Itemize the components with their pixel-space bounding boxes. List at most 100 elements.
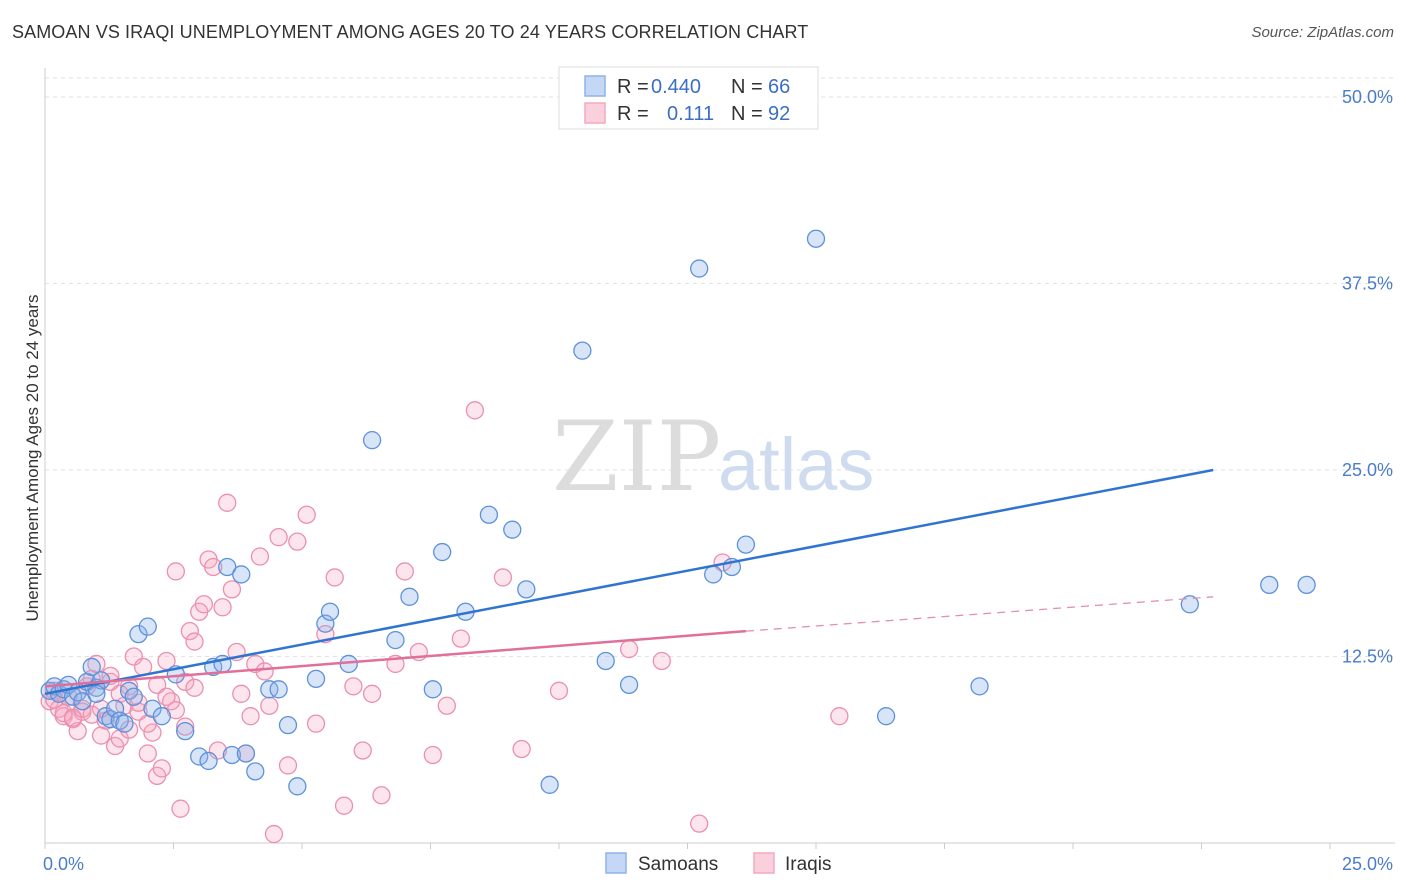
iraqi-point-49 [269,527,288,547]
samoan-point-45 [423,680,442,699]
iraqi-point-41 [232,684,251,703]
source-label: Source: ZipAtlas.com [1251,24,1394,41]
iraqi-point-39 [222,580,242,599]
iraqi-point-68 [493,568,513,587]
samoan-point-49 [503,520,522,539]
legend-r-value-1: 0.440 [651,76,701,98]
samoan-point-29 [218,557,237,577]
samoan-point-18 [124,687,143,706]
iraqi-point-29 [176,672,195,692]
samoan-point-30 [222,745,242,765]
samoan-point-55 [690,259,709,278]
iraqi-point-66 [451,629,471,648]
iraqi-point-65 [437,696,457,715]
iraqi-point-60 [372,786,391,805]
iraqi-point-67 [465,401,485,420]
iraqi-point-30 [180,621,200,641]
iraqi-point-71 [619,639,639,659]
iraqi-point-24 [152,759,171,778]
trend-lines [44,468,1214,696]
iraqi-point-90 [176,717,195,736]
iraqi-trend-extension [745,596,1214,632]
top-legend: R = 0.440 N = 66 R = 0.111 N = 92 [558,66,819,130]
samoan-point-9 [82,657,101,677]
samoan-point-39 [316,614,335,633]
iraqi-point-73 [690,814,709,833]
y-axis-label: Unemployment Among Ages 20 to 24 years [23,295,42,622]
samoan-point-38 [306,669,326,689]
bottom-legend-samoans: Samoans [638,854,718,875]
bottom-legend-iraqis: Iraqis [785,854,831,875]
x-tick-label-0: 0.0% [43,854,84,874]
iraqi-point-31 [185,632,204,651]
iraqi-point-38 [218,493,237,512]
iraqi-point-56 [334,796,354,815]
iraqi-point-27 [166,562,185,581]
samoan-point-21 [143,699,162,718]
samoan-point-65 [87,684,106,703]
iraqi-point-91 [185,678,204,697]
iraqi-point-79 [73,699,92,718]
legend-n-label-2: N = [731,103,763,125]
iraqi-trend-line [44,629,747,688]
samoan-point-43 [386,630,405,650]
iraqi-point-64 [423,745,442,765]
iraqi-point-50 [278,756,298,775]
iraqi-point-58 [353,741,372,760]
samoan-point-61 [970,677,989,696]
samoan-point-14 [105,699,125,718]
iraqi-point-80 [82,705,101,724]
bottom-legend: Samoans Iraqis [605,852,831,875]
samoan-point-13 [101,710,120,729]
watermark-zip: ZIP [552,401,721,513]
samoan-point-7 [73,692,92,711]
iraqi-point-48 [264,824,284,844]
iraqi-point-75 [830,707,849,726]
samoan-point-34 [260,680,279,699]
iraqi-point-22 [143,723,162,742]
data-points [40,229,1316,844]
iraqi-point-57 [344,677,363,696]
iraqi-point-37 [213,598,232,617]
samoan-point-26 [199,751,218,771]
y-tick-label-0: 12.5% [1342,647,1393,667]
samoan-point-62 [1180,595,1199,614]
iraqi-point-46 [255,662,274,681]
samoan-point-64 [1297,575,1316,595]
samoan-point-31 [232,565,251,584]
samoan-point-25 [190,747,209,766]
bottom-legend-swatch-iraqis [753,852,775,874]
samoan-point-37 [288,777,307,796]
iraqi-point-88 [157,687,176,706]
samoan-point-36 [278,715,298,735]
iraqi-point-33 [194,595,214,614]
bottom-legend-swatch-samoans [605,852,627,874]
chart-title: SAMOAN VS IRAQI UNEMPLOYMENT AMONG AGES … [12,22,809,42]
iraqi-point-21 [138,744,157,763]
legend-n-value-2: 92 [768,103,790,125]
samoan-point-22 [152,707,171,726]
x-tick-labels: 0.0% 25.0% [43,854,1393,874]
y-tick-label-3: 50.0% [1342,87,1393,107]
iraqi-point-77 [54,704,73,723]
iraqi-point-70 [549,681,569,700]
legend-swatch-samoans [584,75,606,97]
iraqi-point-43 [241,707,260,726]
samoan-point-50 [517,580,536,599]
legend-r-label-1: R = [617,76,649,98]
y-tick-label-1: 25.0% [1342,460,1393,480]
x-tick-label-1: 25.0% [1342,854,1393,874]
iraqi-point-28 [171,799,190,818]
samoan-point-58 [736,535,756,554]
samoan-point-16 [115,714,134,733]
y-tick-label-2: 37.5% [1342,274,1393,294]
y-tick-labels: 12.5% 25.0% 37.5% 50.0% [1342,87,1393,667]
samoan-point-63 [1260,575,1279,595]
iraqi-point-55 [325,568,344,587]
samoan-point-54 [619,675,639,694]
samoan-point-42 [362,431,382,450]
iraqi-point-45 [250,547,270,566]
iraqi-point-59 [362,684,382,703]
samoan-point-48 [479,505,499,524]
